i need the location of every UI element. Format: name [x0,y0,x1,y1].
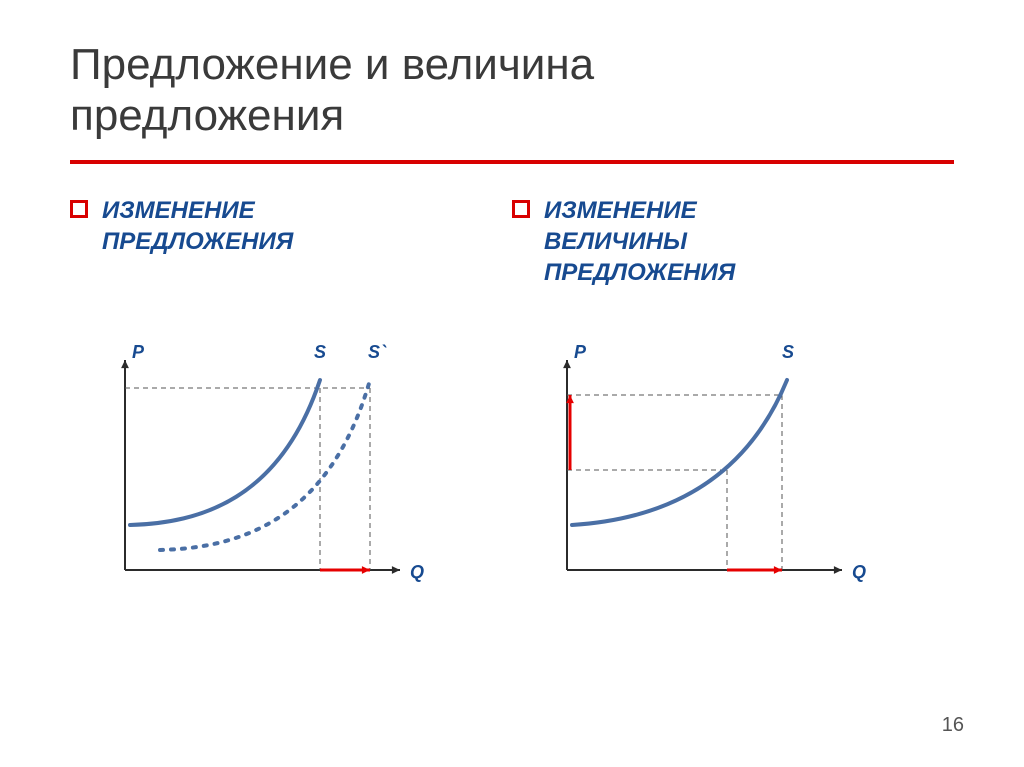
chart-right-y-label: P [574,342,586,363]
chart-right-s-label: S [782,342,794,363]
charts-row: P Q S S` P Q S [70,340,954,605]
right-sub-line-1: ИЗМЕНЕНИЕ [544,197,697,224]
chart-left-sprime-label: S` [368,342,386,363]
chart-left-wrap: P Q S S` [70,340,512,605]
right-sub-line-3: ПРЕДЛОЖЕНИЯ [544,259,735,286]
slide-title: Предложение и величина предложения [70,40,594,141]
chart-right-wrap: P Q S [512,340,954,605]
slide: Предложение и величина предложения ИЗМЕН… [0,0,1024,767]
square-bullet-icon [512,200,530,218]
chart-left-x-label: Q [410,562,424,583]
left-sub-label: ИЗМЕНЕНИЕ ПРЕДЛОЖЕНИЯ [102,195,293,257]
left-subheading: ИЗМЕНЕНИЕ ПРЕДЛОЖЕНИЯ [70,195,512,289]
chart-right [512,340,872,600]
subheadings-row: ИЗМЕНЕНИЕ ПРЕДЛОЖЕНИЯ ИЗМЕНЕНИЕ ВЕЛИЧИНЫ… [70,195,954,289]
right-sub-label: ИЗМЕНЕНИЕ ВЕЛИЧИНЫ ПРЕДЛОЖЕНИЯ [544,195,735,289]
chart-right-x-label: Q [852,562,866,583]
right-subheading: ИЗМЕНЕНИЕ ВЕЛИЧИНЫ ПРЕДЛОЖЕНИЯ [512,195,954,289]
right-sub-line-2: ВЕЛИЧИНЫ [544,228,687,255]
title-line-2: предложения [70,91,344,140]
chart-left-s-label: S [314,342,326,363]
left-sub-line-1: ИЗМЕНЕНИЕ [102,197,255,224]
title-line-1: Предложение и величина [70,40,594,89]
chart-left-y-label: P [132,342,144,363]
left-sub-line-2: ПРЕДЛОЖЕНИЯ [102,228,293,255]
chart-left [70,340,430,600]
page-number: 16 [942,714,964,737]
square-bullet-icon [70,200,88,218]
title-underline [70,160,954,164]
